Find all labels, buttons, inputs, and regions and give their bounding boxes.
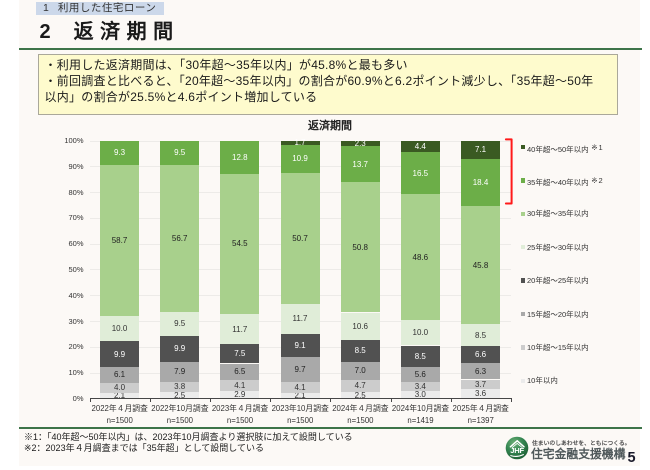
svg-text:JHF: JHF [510, 446, 524, 455]
